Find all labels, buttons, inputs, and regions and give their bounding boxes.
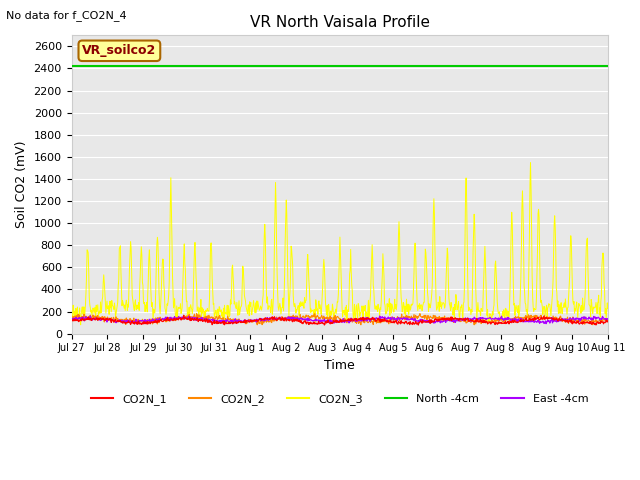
Title: VR North Vaisala Profile: VR North Vaisala Profile: [250, 15, 429, 30]
Y-axis label: Soil CO2 (mV): Soil CO2 (mV): [15, 141, 28, 228]
X-axis label: Time: Time: [324, 359, 355, 372]
Legend: CO2N_1, CO2N_2, CO2N_3, North -4cm, East -4cm: CO2N_1, CO2N_2, CO2N_3, North -4cm, East…: [87, 390, 593, 409]
Text: VR_soilco2: VR_soilco2: [83, 44, 157, 57]
Text: No data for f_CO2N_4: No data for f_CO2N_4: [6, 10, 127, 21]
